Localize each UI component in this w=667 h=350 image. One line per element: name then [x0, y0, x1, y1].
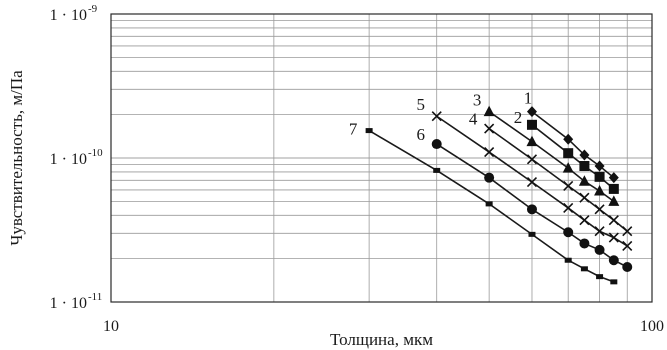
y-tick-exponent: -10	[88, 147, 103, 159]
data-point-marker	[579, 160, 590, 171]
cross-stroke	[563, 202, 574, 214]
data-point-marker	[594, 226, 605, 237]
data-point-marker	[608, 215, 619, 226]
data-point-marker	[526, 119, 537, 130]
y-tick-label: 1 · 10	[50, 295, 87, 312]
x-tick-label: 100	[640, 318, 664, 335]
data-point-marker	[526, 154, 538, 165]
data-point-marker	[608, 232, 619, 243]
data-point-marker	[579, 215, 590, 226]
cross-stroke	[579, 192, 590, 203]
data-point-marker	[594, 184, 606, 196]
data-point-marker	[564, 257, 572, 263]
data-point-marker	[526, 204, 537, 215]
plot-frame	[110, 13, 653, 303]
data-point-marker	[562, 162, 574, 173]
y-tick-exponent: -11	[88, 291, 102, 303]
data-point-marker	[484, 172, 495, 183]
cross-stroke	[579, 215, 590, 226]
cross-stroke	[563, 180, 574, 191]
data-point-marker	[528, 231, 536, 237]
cross-stroke	[608, 232, 619, 243]
data-point-marker	[485, 201, 493, 207]
series-label-3: 3	[473, 91, 482, 110]
y-tick-labels: 1 · 10 -111 · 10 -101 · 10 -9	[50, 3, 103, 312]
data-point-marker	[431, 139, 442, 150]
series-label-2: 2	[514, 108, 523, 127]
y-tick-label: 1 · 10	[50, 151, 87, 168]
cross-stroke	[526, 154, 538, 165]
cross-stroke	[622, 226, 633, 237]
data-point-marker	[563, 133, 574, 145]
series-label-1: 1	[524, 89, 533, 108]
data-point-marker	[610, 279, 618, 285]
data-point-marker	[578, 175, 590, 186]
series-label-5: 5	[416, 95, 425, 114]
data-point-marker	[526, 135, 538, 147]
data-point-marker	[563, 148, 574, 159]
data-point-marker	[483, 105, 495, 117]
cross-stroke	[594, 204, 605, 215]
data-point-marker	[563, 180, 574, 191]
series-markers	[365, 105, 633, 285]
cross-stroke	[608, 215, 619, 226]
data-point-marker	[594, 171, 605, 182]
data-point-marker	[622, 226, 633, 237]
data-point-marker	[484, 123, 495, 134]
data-point-marker	[594, 160, 605, 172]
series-label-4: 4	[469, 110, 478, 129]
cross-stroke	[484, 123, 495, 134]
data-point-marker	[596, 274, 604, 280]
x-tick-labels: 10 100	[103, 318, 664, 335]
data-point-marker	[594, 244, 605, 255]
cross-stroke	[622, 240, 633, 252]
cross-stroke	[526, 177, 538, 188]
y-tick-exponent: -9	[88, 3, 98, 15]
data-point-marker	[594, 204, 605, 215]
cross-stroke	[484, 146, 495, 158]
series-lines	[368, 110, 628, 283]
x-axis-title: Толщина, мкм	[330, 330, 433, 349]
cross-stroke	[594, 226, 605, 237]
data-point-marker	[579, 149, 590, 161]
y-axis-title: Чувствительность, м/Па	[7, 70, 26, 246]
data-point-marker	[526, 177, 538, 188]
data-point-marker	[526, 106, 537, 118]
data-point-marker	[608, 255, 619, 266]
series-label-7: 7	[349, 120, 358, 139]
data-point-marker	[608, 183, 619, 194]
data-point-marker	[484, 146, 495, 158]
data-point-marker	[608, 195, 620, 206]
data-point-marker	[433, 167, 441, 173]
series-line-3	[488, 110, 615, 202]
series-label-6: 6	[416, 125, 425, 144]
data-point-marker	[431, 111, 442, 122]
x-tick-label: 10	[103, 318, 119, 335]
data-point-marker	[579, 192, 590, 203]
data-point-marker	[622, 262, 633, 273]
cross-stroke	[431, 111, 442, 122]
data-point-marker	[563, 202, 574, 214]
data-point-marker	[563, 227, 574, 238]
data-point-marker	[365, 128, 373, 134]
series-line-5	[436, 115, 628, 247]
data-point-marker	[579, 238, 590, 249]
data-point-marker	[608, 172, 619, 184]
y-tick-label: 1 · 10	[50, 7, 87, 24]
data-point-marker	[580, 266, 588, 272]
data-point-marker	[622, 240, 633, 252]
